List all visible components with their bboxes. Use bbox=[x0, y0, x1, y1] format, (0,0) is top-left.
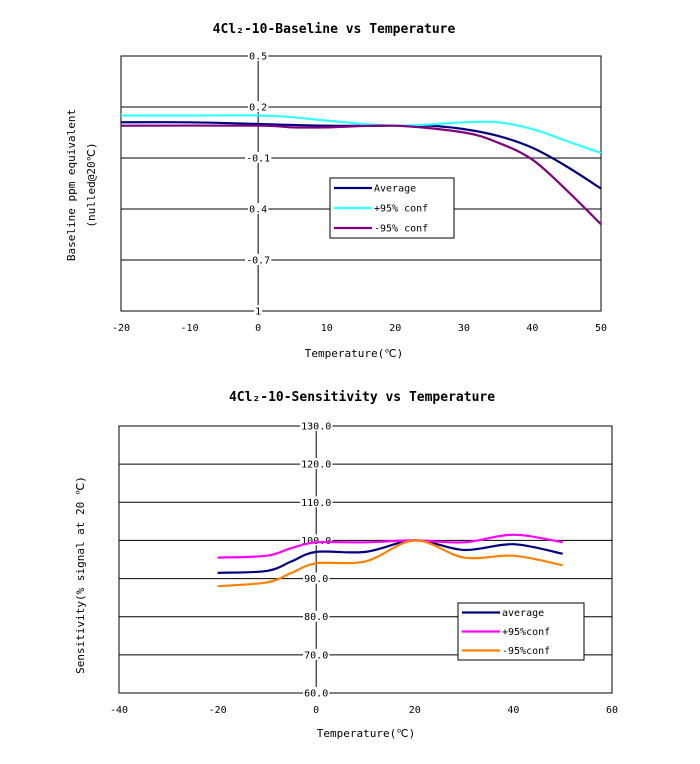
sensitivity-ytick-label: 90.0 bbox=[304, 574, 328, 585]
sensitivity-legend-label: -95%conf bbox=[502, 646, 550, 657]
sensitivity-ytick-bg bbox=[303, 610, 330, 622]
sensitivity-ytick-label: 80.0 bbox=[304, 612, 328, 623]
sensitivity-ytick-bg bbox=[299, 534, 333, 546]
sensitivity-ytick-label: 110.0 bbox=[301, 498, 331, 509]
sensitivity-legend: average +95%conf -95%conf bbox=[457, 602, 585, 661]
baseline-ytick-bg bbox=[254, 305, 263, 316]
baseline-xtick-label: 10 bbox=[321, 323, 333, 334]
sensitivity-ytick-bg bbox=[303, 572, 330, 584]
baseline-x-axis-label: Temperature(℃) bbox=[305, 347, 403, 360]
baseline-ytick-bg bbox=[247, 203, 269, 214]
sensitivity-xtick-label: 40 bbox=[507, 705, 519, 716]
sensitivity-chart-title: 4Cl₂-10-Sensitivity vs Temperature bbox=[229, 390, 495, 405]
sensitivity-y-axis-label: Sensitivity(% signal at 20 ℃) bbox=[74, 476, 87, 674]
sensitivity-legend-label: +95%conf bbox=[502, 627, 550, 638]
sensitivity-ytick-label: 60.0 bbox=[304, 689, 328, 700]
baseline-xtick-label: 20 bbox=[389, 323, 401, 334]
sensitivity-ytick-label: 70.0 bbox=[304, 650, 328, 661]
sensitivity-ytick-label: 120.0 bbox=[301, 460, 331, 471]
baseline-ytick-bg bbox=[247, 101, 269, 112]
baseline-chart: 4Cl₂-10-Baseline vs Temperature 0.5 0.2 -0… bbox=[65, 22, 607, 360]
baseline-xtick-label: 30 bbox=[458, 323, 470, 334]
baseline-y-axis-label-2: (nulled@20℃) bbox=[85, 142, 98, 227]
baseline-legend-label: +95% conf bbox=[374, 204, 428, 215]
sensitivity-xtick-label: 0 bbox=[313, 705, 319, 716]
sensitivity-xtick-label: -20 bbox=[209, 705, 227, 716]
baseline-legend-label: Average bbox=[374, 184, 416, 195]
sensitivity-xtick-label: 60 bbox=[606, 705, 618, 716]
baseline-ytick-label: 0.2 bbox=[249, 103, 267, 114]
baseline-chart-title: 4Cl₂-10-Baseline vs Temperature bbox=[213, 22, 456, 37]
baseline-ytick-label: 0.5 bbox=[249, 52, 267, 63]
baseline-ytick-bg bbox=[244, 254, 272, 265]
sensitivity-x-axis-label: Temperature(℃) bbox=[317, 727, 415, 740]
baseline-ytick-bg bbox=[247, 50, 269, 61]
sensitivity-ytick-bg bbox=[303, 648, 330, 660]
sensitivity-series-95-conf-line bbox=[217, 539, 563, 588]
sensitivity-ytick-bg bbox=[299, 496, 333, 508]
sensitivity-legend-label: average bbox=[502, 608, 544, 619]
baseline-xtick-label: 0 bbox=[255, 323, 261, 334]
sensitivity-series-95-conf-line bbox=[217, 533, 563, 559]
sensitivity-ytick-bg bbox=[299, 420, 333, 431]
baseline-ytick-label: -0.1 bbox=[246, 154, 270, 165]
baseline-ytick-bg bbox=[244, 152, 272, 163]
sensitivity-ytick-bg bbox=[299, 458, 333, 470]
baseline-ytick-label: 0.4 bbox=[249, 205, 267, 216]
sensitivity-xtick-label: 20 bbox=[409, 705, 421, 716]
baseline-ytick-label: -0.7 bbox=[246, 256, 270, 267]
sensitivity-chart: 4Cl₂-10-Sensitivity vs Temperature 60.0 7… bbox=[74, 390, 618, 740]
sensitivity-ytick-bg bbox=[303, 687, 330, 698]
baseline-legend-label: -95% conf bbox=[374, 224, 428, 235]
baseline-y-axis-label: Baseline ppm equivalent bbox=[65, 109, 78, 261]
baseline-series-95-conf-line bbox=[120, 124, 602, 226]
baseline-ytick-label: 1 bbox=[255, 307, 261, 318]
baseline-xtick-label: 40 bbox=[526, 323, 538, 334]
baseline-xtick-label: -20 bbox=[112, 323, 130, 334]
sensitivity-ytick-label: 130.0 bbox=[301, 422, 331, 433]
sensitivity-xtick-label: -40 bbox=[110, 705, 128, 716]
sensitivity-series-average-line bbox=[217, 539, 563, 574]
baseline-legend: Average +95% conf -95% conf bbox=[329, 177, 455, 239]
baseline-xtick-label: 50 bbox=[595, 323, 607, 334]
baseline-xtick-label: -10 bbox=[181, 323, 199, 334]
